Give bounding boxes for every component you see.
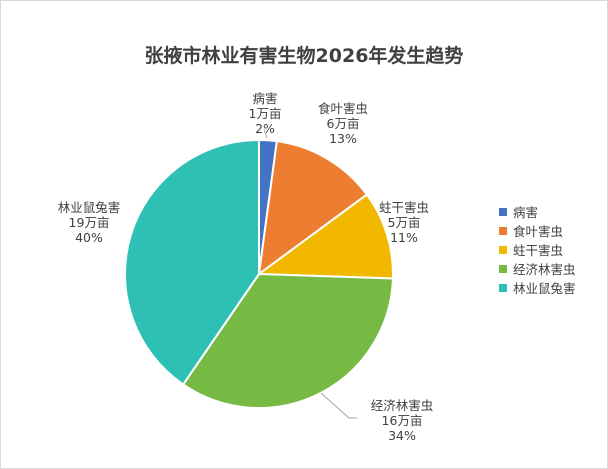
data-label-value-label: 6万亩	[326, 116, 360, 131]
legend-swatch	[499, 264, 507, 273]
legend-item: 林业鼠兔害	[499, 278, 576, 297]
legend-swatch	[499, 207, 507, 216]
legend-swatch	[499, 226, 507, 235]
legend-label: 食叶害虫	[513, 224, 564, 239]
data-label: 经济林害虫 16万亩 34%	[357, 398, 447, 443]
data-label-percent-label: 13%	[329, 131, 357, 146]
legend: 病害食叶害虫蛀干害虫经济林害虫林业鼠兔害	[499, 202, 576, 297]
data-label-value-label: 5万亩	[387, 215, 421, 230]
data-label: 蛀干害虫 5万亩 11%	[359, 200, 449, 245]
data-label-percent-label: 2%	[255, 121, 275, 136]
data-label-name: 食叶害虫	[317, 101, 368, 116]
legend-item: 食叶害虫	[499, 221, 576, 240]
legend-label: 经济林害虫	[513, 262, 576, 277]
leader-line	[263, 128, 268, 139]
data-label-name: 经济林害虫	[370, 398, 434, 413]
data-label-percent-label: 11%	[390, 230, 418, 245]
data-label: 林业鼠兔害 19万亩 40%	[44, 200, 134, 245]
data-label-name: 林业鼠兔害	[57, 200, 121, 215]
legend-label: 林业鼠兔害	[513, 281, 576, 296]
pie-slice-1	[257, 140, 369, 277]
data-label-value-label: 19万亩	[68, 215, 110, 230]
legend-label: 蛀干害虫	[513, 243, 564, 258]
data-label-value-label: 1万亩	[248, 106, 282, 121]
legend-label: 病害	[513, 205, 539, 220]
legend-item: 病害	[499, 202, 576, 221]
data-label-name: 病害	[252, 91, 278, 106]
pie-slice-3	[181, 272, 394, 409]
data-label-value-label: 16万亩	[381, 413, 423, 428]
legend-item: 蛀干害虫	[499, 240, 576, 259]
data-label-name: 蛀干害虫	[378, 200, 429, 215]
data-label: 病害 1万亩 2%	[220, 91, 310, 136]
data-label-percent-label: 40%	[75, 230, 103, 245]
data-label-percent-label: 34%	[388, 428, 416, 443]
pie-slice-4	[124, 138, 260, 386]
pie-slice-2	[256, 193, 394, 280]
leader-line	[320, 392, 357, 419]
legend-item: 经济林害虫	[499, 259, 576, 278]
data-label: 食叶害虫 6万亩 13%	[298, 101, 388, 146]
legend-swatch	[499, 283, 507, 292]
chart-title: 张掖市林业有害生物2026年发生趋势	[144, 45, 464, 67]
legend-swatch	[499, 245, 507, 254]
